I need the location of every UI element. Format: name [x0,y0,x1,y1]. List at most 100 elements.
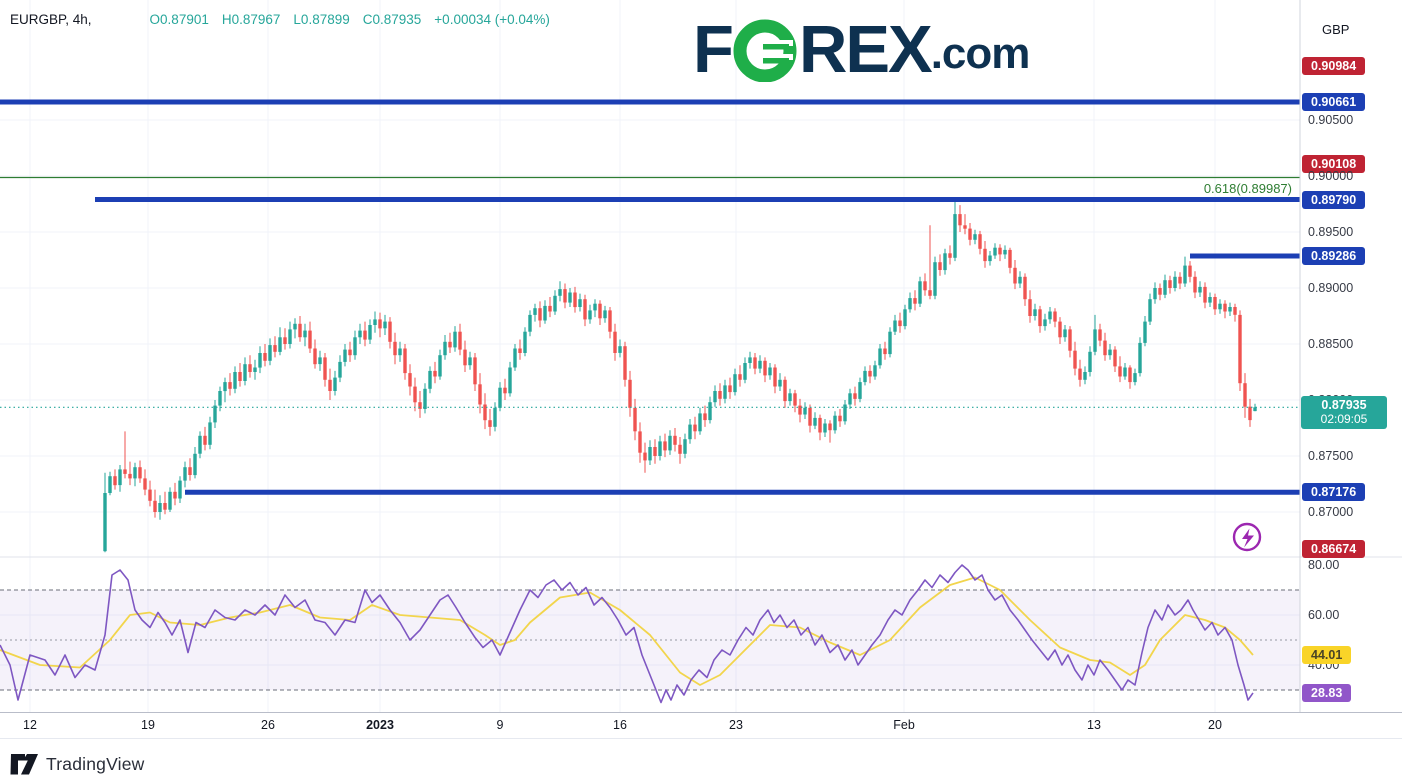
candle-body [423,388,427,409]
current-price-label[interactable]: 0.87935 02:09:05 [1301,396,1387,429]
candle-body [533,308,537,315]
candle-body [988,255,992,262]
candle-body [288,329,292,344]
candle-body [1103,340,1107,356]
candle-body [1083,372,1087,380]
candle-body [113,476,117,486]
candle-body [403,348,407,374]
candle-body [963,225,967,229]
candle-body [753,357,757,369]
candle-body [938,262,942,270]
candle-body [503,387,507,394]
candle-body [323,357,327,380]
candle-body [878,348,882,366]
candle-body [358,330,362,338]
candle-body [643,452,647,461]
candle-body [1198,286,1202,293]
candle-body [548,305,552,312]
candle-body [1163,280,1167,295]
candle-body [693,424,697,432]
time-label-19: 19 [141,718,155,732]
price-label-0.89286[interactable]: 0.89286 [1302,247,1366,265]
candle-body [368,325,372,340]
candle-body [623,346,627,380]
candle-body [393,341,397,356]
candle-body [603,310,607,319]
lightning-icon[interactable] [1232,522,1262,552]
candle-body [1098,329,1102,341]
candle-body [608,310,612,332]
candle-body [873,365,877,377]
candle-body [948,253,952,258]
candle-body [218,391,222,406]
candle-body [118,469,122,486]
candle-body [818,417,822,433]
price-label-0.90108[interactable]: 0.90108 [1302,155,1366,173]
candle-body [338,361,342,378]
candle-body [1248,406,1252,421]
candle-body [308,330,312,349]
symbol-title[interactable]: EURGBP, 4h, [10,12,92,27]
candle-body [1213,297,1217,310]
candle-body [858,382,862,399]
candle-body [788,393,792,402]
price-label-0.90661[interactable]: 0.90661 [1302,93,1366,111]
candle-body [808,407,812,426]
price-label-0.86674[interactable]: 0.86674 [1302,540,1366,558]
candle-body [483,404,487,421]
candle-body [578,299,582,307]
candle-body [558,289,562,296]
candle-body [143,478,147,490]
rsi-label-44.01[interactable]: 44.01 [1302,646,1352,664]
candle-body [198,435,202,454]
candle-body [1093,329,1097,352]
fib-retracement-label[interactable]: 0.618(0.89987) [1203,181,1292,196]
candle-body [683,439,687,454]
candle-body [668,435,672,451]
pane-borders [0,0,1402,712]
candle-body [568,292,572,303]
rsi-label-28.83[interactable]: 28.83 [1302,684,1352,702]
candle-body [838,415,842,422]
candle-body [203,435,207,445]
price-axis[interactable]: GBP 0.90984 0.90661 0.90500 0.90108 0.90000 0… [1300,0,1402,737]
candle-body [543,305,547,321]
rsi-label-60.00: 60.00 [1308,608,1340,622]
candle-body [653,447,657,456]
time-axis[interactable]: 12 19 26 2023 9 16 23 Feb 13 20 [0,712,1402,739]
candle-body [1113,349,1117,367]
tradingview-attribution[interactable]: TradingView [10,752,145,777]
candle-body [783,379,787,402]
candle-body [993,247,997,256]
candle-body [748,357,752,363]
candle-body [488,420,492,427]
candle-body [1028,299,1032,316]
candle-body [728,385,732,393]
price-label-0.90984[interactable]: 0.90984 [1302,57,1366,75]
candle-body [353,337,357,356]
candle-body [498,387,502,408]
rsi-label-80.00: 80.00 [1308,558,1340,572]
candle-body [1123,367,1127,377]
candle-body [303,330,307,338]
candle-body [628,379,632,408]
candle-body [1148,299,1152,322]
time-label-9: 9 [496,718,504,732]
candle-body [1133,373,1137,383]
candle-body [293,323,297,330]
ohlc-high: H0.87967 [221,12,281,27]
candle-body [238,372,242,381]
candle-body [298,323,302,338]
price-label-0.89790[interactable]: 0.89790 [1302,191,1366,209]
price-label-0.87176[interactable]: 0.87176 [1302,483,1366,501]
price-label-0.88500: 0.88500 [1308,337,1354,351]
candle-body [903,309,907,327]
price-label-0.89000: 0.89000 [1308,281,1354,295]
level-lines [0,99,1300,495]
price-label-0.89500: 0.89500 [1308,225,1354,239]
time-label-23: 23 [729,718,743,732]
candle-body [798,405,802,415]
candle-body [173,491,177,499]
candle-body [863,370,867,383]
